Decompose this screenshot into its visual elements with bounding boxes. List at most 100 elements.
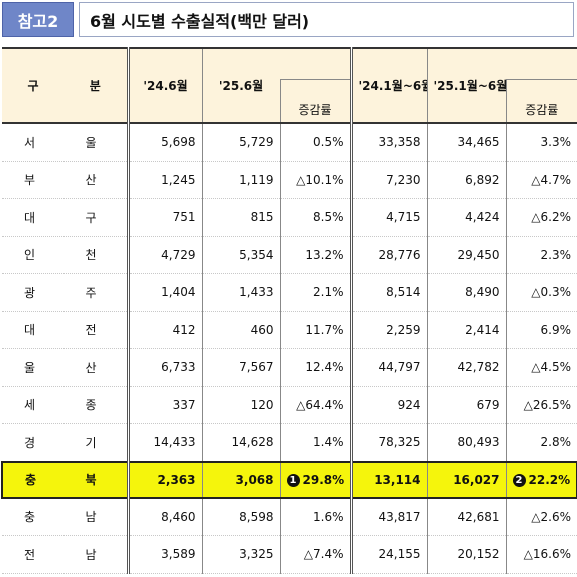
- value-2025-june: 815: [201, 198, 280, 237]
- value-2025-cumulative-text: 42,782: [457, 360, 500, 375]
- value-2025-cumulative: 4,424: [426, 198, 506, 237]
- value-2025-cumulative-text: 34,465: [457, 135, 500, 150]
- change-rate-monthly: 1 29.8%: [279, 460, 351, 499]
- value-2025-june-text: 120: [250, 397, 274, 412]
- value-2024-june-text: 337: [172, 397, 196, 412]
- header-region-2: 분: [64, 48, 128, 123]
- value-2024-june: 337: [126, 386, 202, 424]
- change-rate-cumulative: 2 22.2%: [505, 460, 577, 499]
- region-char-1: 충: [1, 460, 64, 499]
- value-2024-cumulative-text: 43,817: [378, 509, 421, 524]
- value-2024-june-text: 2,363: [157, 472, 196, 487]
- value-2025-june: 7,567: [201, 348, 280, 387]
- value-2024-cumulative: 24,155: [349, 535, 427, 574]
- value-2025-cumulative-text: 42,681: [457, 509, 500, 524]
- change-rate-cumulative: △26.5%: [505, 386, 577, 424]
- region-char-2: 천: [64, 236, 128, 274]
- value-2024-cumulative: 13,114: [349, 460, 427, 499]
- value-2024-cumulative-text: 28,776: [378, 247, 421, 262]
- table-row: 인 천 4,729 5,354 13.2% 28,776 29,450 2.3%: [2, 236, 577, 274]
- region-char-1-text: 경: [24, 435, 36, 450]
- change-rate-cumulative: △4.5%: [505, 348, 577, 387]
- table-row: 세 종 337 120 △64.4% 924 679 △26.5%: [2, 386, 577, 424]
- value-2024-june-text: 6,733: [161, 360, 196, 375]
- region-char-1: 경: [2, 423, 64, 462]
- region-char-2-text: 기: [85, 435, 97, 450]
- value-2024-cumulative: 2,259: [349, 311, 427, 349]
- value-2025-june-text: 5,729: [239, 135, 274, 150]
- change-rate-cumulative-text: 2.8%: [540, 435, 572, 450]
- table-row: 서 울 5,698 5,729 0.5% 33,358 34,465 3.3%: [2, 123, 577, 162]
- change-rate-cumulative: 2.8%: [505, 423, 577, 462]
- region-char-1-text: 인: [24, 248, 36, 263]
- value-2024-june: 1,245: [126, 161, 202, 199]
- region-char-2-text: 북: [85, 473, 97, 487]
- change-rate-monthly: 2.1%: [279, 273, 351, 312]
- value-2025-cumulative-text: 4,424: [465, 210, 500, 225]
- region-char-1-text: 대: [24, 210, 36, 225]
- header-2024-cumulative: '24.1월~6월: [349, 48, 427, 123]
- header-2025-june: '25.6월: [201, 48, 280, 123]
- change-rate-cumulative-text: △4.5%: [531, 360, 571, 375]
- region-char-1-text: 부: [24, 173, 36, 188]
- value-2025-cumulative: 80,493: [426, 423, 506, 462]
- change-rate-monthly: △10.1%: [279, 161, 351, 199]
- value-2025-cumulative-text: 2,414: [465, 322, 500, 337]
- value-2025-cumulative: 42,782: [426, 348, 506, 387]
- value-2025-cumulative: 20,152: [426, 535, 506, 574]
- change-rate-cumulative-text: △0.3%: [531, 285, 571, 300]
- table-row: 대 전 412 460 11.7% 2,259 2,414 6.9%: [2, 311, 577, 349]
- value-2025-june-text: 5,354: [239, 247, 274, 262]
- change-rate-monthly-text: 1.6%: [313, 509, 344, 524]
- value-2024-june-text: 3,589: [161, 547, 196, 562]
- value-2025-june: 5,729: [201, 123, 280, 162]
- region-char-2: 전: [64, 311, 128, 349]
- value-2025-june-text: 460: [250, 322, 274, 337]
- value-2024-june: 412: [126, 311, 202, 349]
- value-2024-cumulative: 78,325: [349, 423, 427, 462]
- value-2025-june-text: 3,068: [235, 472, 274, 487]
- change-rate-monthly: 1.6%: [279, 497, 351, 536]
- value-2025-cumulative-text: 16,027: [453, 472, 500, 487]
- value-2025-june-text: 8,598: [239, 509, 274, 524]
- value-2025-cumulative: 16,027: [426, 460, 506, 499]
- region-char-1: 대: [2, 311, 64, 349]
- value-2025-cumulative-text: 6,892: [465, 172, 500, 187]
- region-char-2-text: 종: [85, 398, 97, 413]
- table-row: 경 기 14,433 14,628 1.4% 78,325 80,493 2.8%: [2, 423, 577, 462]
- change-rate-cumulative: △0.3%: [505, 273, 577, 312]
- value-2025-cumulative: 8,490: [426, 273, 506, 312]
- value-2024-june-text: 8,460: [161, 509, 196, 524]
- change-rate-monthly-text: 12.4%: [305, 360, 344, 375]
- value-2025-june-text: 1,433: [239, 285, 274, 300]
- change-rate-cumulative-text: △4.7%: [531, 172, 571, 187]
- table-row: 대 구 751 815 8.5% 4,715 4,424 △6.2%: [2, 198, 577, 237]
- region-char-2: 산: [64, 161, 128, 199]
- value-2024-june: 3,589: [126, 535, 202, 574]
- value-2025-june: 14,628: [201, 423, 280, 462]
- value-2025-june: 5,354: [201, 236, 280, 274]
- change-rate-cumulative-text: 2.3%: [540, 247, 572, 262]
- change-rate-monthly-text: △10.1%: [296, 172, 344, 187]
- value-2025-june: 460: [201, 311, 280, 349]
- value-2024-june: 4,729: [126, 236, 202, 274]
- value-2024-june: 1,404: [126, 273, 202, 312]
- region-char-1-text: 세: [24, 398, 36, 413]
- region-char-1-text: 대: [24, 323, 36, 338]
- value-2025-cumulative: 29,450: [426, 236, 506, 274]
- change-rate-cumulative-text: △6.2%: [531, 210, 571, 225]
- value-2025-cumulative-text: 80,493: [457, 435, 500, 450]
- region-char-2-text: 구: [85, 210, 97, 225]
- value-2024-cumulative: 4,715: [349, 198, 427, 237]
- region-char-2: 산: [64, 348, 128, 387]
- change-rate-monthly-text: 11.7%: [305, 322, 344, 337]
- value-2025-june-text: 1,119: [239, 172, 274, 187]
- number-marker-icon: 2: [512, 473, 526, 487]
- region-char-1-text: 충: [25, 473, 37, 487]
- region-char-2-text: 전: [85, 323, 97, 338]
- value-2024-cumulative: 924: [349, 386, 427, 424]
- value-2025-june: 1,433: [201, 273, 280, 312]
- region-char-2-text: 남: [85, 547, 97, 562]
- region-char-1-text: 충: [24, 510, 36, 525]
- value-2024-june: 6,733: [126, 348, 202, 387]
